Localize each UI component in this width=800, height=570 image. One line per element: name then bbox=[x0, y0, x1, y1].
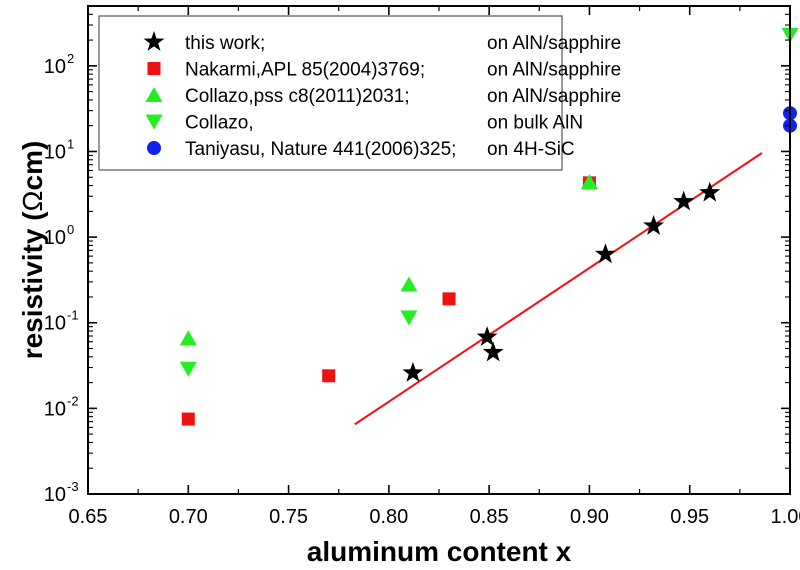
data-point-star bbox=[595, 243, 616, 264]
x-tick-label: 0.65 bbox=[69, 506, 108, 528]
data-point-triangle-up bbox=[179, 330, 197, 346]
y-axis-title-part: resistivity ( bbox=[17, 211, 48, 360]
legend-marker-circle bbox=[147, 141, 161, 155]
y-tick-label: 10 bbox=[44, 141, 66, 163]
y-tick-label: 10 bbox=[44, 313, 66, 335]
x-axis-title: aluminum content x bbox=[307, 536, 572, 567]
data-markers-layer bbox=[179, 27, 799, 426]
legend-label: Taniyasu, Nature 441(2006)325; bbox=[185, 139, 456, 160]
legend-substrate: on AlN/sapphire bbox=[487, 60, 621, 81]
x-tick-label: 0.85 bbox=[470, 506, 509, 528]
x-tick-label: 0.70 bbox=[169, 506, 208, 528]
y-tick-exponent: -1 bbox=[67, 308, 79, 323]
legend-label: Nakarmi,APL 85(2004)3769; bbox=[185, 60, 425, 81]
legend: this work; on AlN/sapphire Nakarmi,APL 85(… bbox=[98, 15, 621, 171]
data-point-star bbox=[699, 181, 721, 202]
data-point-star bbox=[482, 341, 504, 362]
x-tick-label: 0.75 bbox=[269, 506, 308, 528]
series-star bbox=[402, 181, 721, 382]
y-tick-exponent: 1 bbox=[67, 136, 74, 151]
y-tick-label: 10 bbox=[44, 227, 66, 249]
y-axis-title-omega: Ω bbox=[17, 191, 48, 212]
legend-marker-square bbox=[147, 62, 161, 75]
x-tick-label: 0.80 bbox=[369, 506, 408, 528]
y-axis-title-part: cm) bbox=[17, 141, 48, 191]
legend-marker-star bbox=[143, 31, 165, 51]
y-tick-label: 10 bbox=[44, 484, 66, 506]
x-tick-label: 0.95 bbox=[670, 506, 709, 528]
y-tick-exponent: -2 bbox=[67, 393, 79, 408]
legend-label: Collazo, bbox=[185, 113, 254, 134]
data-point-star bbox=[643, 214, 665, 235]
data-point-triangle-up bbox=[400, 276, 418, 292]
legend-label: Collazo,pss c8(2011)2031; bbox=[185, 86, 410, 107]
data-point-square bbox=[442, 292, 456, 306]
series-triangle-up bbox=[179, 174, 598, 346]
legend-marker-triangle-down bbox=[145, 114, 163, 130]
x-tick-label: 1.00 bbox=[771, 506, 800, 528]
data-point-star bbox=[402, 361, 424, 382]
data-point-triangle-down bbox=[400, 310, 418, 326]
y-tick-label: 10 bbox=[44, 56, 66, 78]
data-point-square bbox=[322, 369, 336, 383]
y-tick-exponent: 2 bbox=[67, 51, 74, 66]
series-square bbox=[181, 176, 596, 426]
data-point-triangle-up bbox=[580, 174, 598, 190]
y-tick-label: 10 bbox=[44, 398, 66, 420]
data-point-star bbox=[673, 190, 695, 211]
axes-layer: 0.650.700.750.800.850.900.951.0010-310-2… bbox=[17, 5, 800, 567]
data-point-star bbox=[476, 326, 498, 346]
y-tick-exponent: -3 bbox=[67, 479, 79, 494]
data-point-triangle-down bbox=[179, 361, 197, 377]
data-point-square bbox=[181, 412, 195, 426]
legend-box bbox=[98, 15, 563, 171]
y-axis-title: resistivity (Ωcm) bbox=[17, 141, 48, 360]
legend-substrate: on 4H-SiC bbox=[487, 139, 575, 160]
legend-label: this work; bbox=[185, 33, 265, 54]
legend-marker-triangle-up bbox=[145, 87, 163, 102]
legend-substrate: on AlN/sapphire bbox=[487, 86, 621, 107]
x-tick-label: 0.90 bbox=[570, 506, 609, 528]
legend-substrate: on bulk AlN bbox=[487, 113, 583, 134]
y-tick-exponent: 0 bbox=[67, 222, 74, 237]
legend-substrate: on AlN/sapphire bbox=[487, 33, 621, 54]
